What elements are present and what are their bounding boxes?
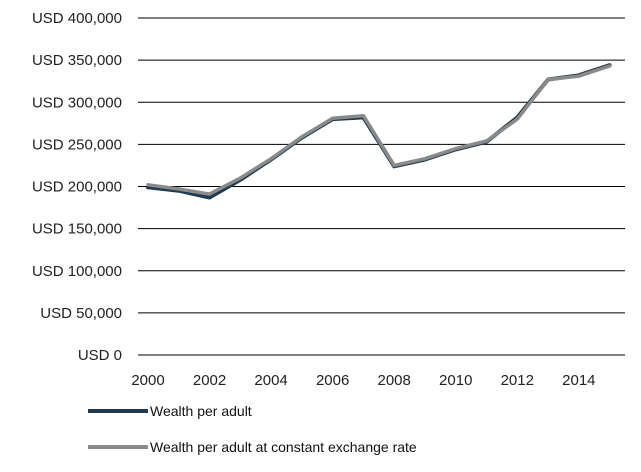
y-tick-label-4: USD 200,000 xyxy=(32,179,122,196)
y-axis-ticks: USD 0 USD 50,000 USD 100,000 USD 150,000 USD… xyxy=(32,10,122,364)
x-tick-label-2014: 2014 xyxy=(562,372,595,389)
y-tick-label-1: USD 50,000 xyxy=(40,305,122,322)
legend-swatch-wealth-constant-rate xyxy=(88,445,148,449)
y-tick-label-6: USD 300,000 xyxy=(32,94,122,111)
legend-label-wealth-per-adult: Wealth per adult xyxy=(150,403,252,419)
x-tick-label-2004: 2004 xyxy=(254,372,287,389)
x-tick-label-2000: 2000 xyxy=(131,372,164,389)
series-lines xyxy=(146,63,612,200)
x-tick-label-2010: 2010 xyxy=(439,372,472,389)
y-tick-label-5: USD 250,000 xyxy=(32,136,122,153)
y-tick-label-7: USD 350,000 xyxy=(32,52,122,69)
legend-swatch-wealth-per-adult xyxy=(88,409,148,413)
y-tick-label-2: USD 100,000 xyxy=(32,263,122,280)
series-line-1 xyxy=(146,64,612,196)
x-tick-label-2006: 2006 xyxy=(316,372,349,389)
y-tick-label-8: USD 400,000 xyxy=(32,10,122,27)
x-axis-ticks: 2000 2002 2004 2006 2008 2010 2012 2014 xyxy=(131,372,595,389)
legend-item-wealth-constant-rate: Wealth per adult at constant exchange ra… xyxy=(88,436,417,458)
legend-label-wealth-constant-rate: Wealth per adult at constant exchange ra… xyxy=(150,439,417,455)
series-line-0 xyxy=(146,63,612,200)
gridlines xyxy=(138,17,625,356)
wealth-line-chart: USD 0 USD 50,000 USD 100,000 USD 150,000 USD… xyxy=(32,10,625,389)
x-tick-label-2008: 2008 xyxy=(378,372,411,389)
legend: Wealth per adult Wealth per adult at con… xyxy=(88,400,417,472)
legend-item-wealth-per-adult: Wealth per adult xyxy=(88,400,417,422)
y-tick-label-3: USD 150,000 xyxy=(32,221,122,238)
x-tick-label-2012: 2012 xyxy=(501,372,534,389)
y-tick-label-0: USD 0 xyxy=(78,347,122,364)
x-tick-label-2002: 2002 xyxy=(193,372,226,389)
